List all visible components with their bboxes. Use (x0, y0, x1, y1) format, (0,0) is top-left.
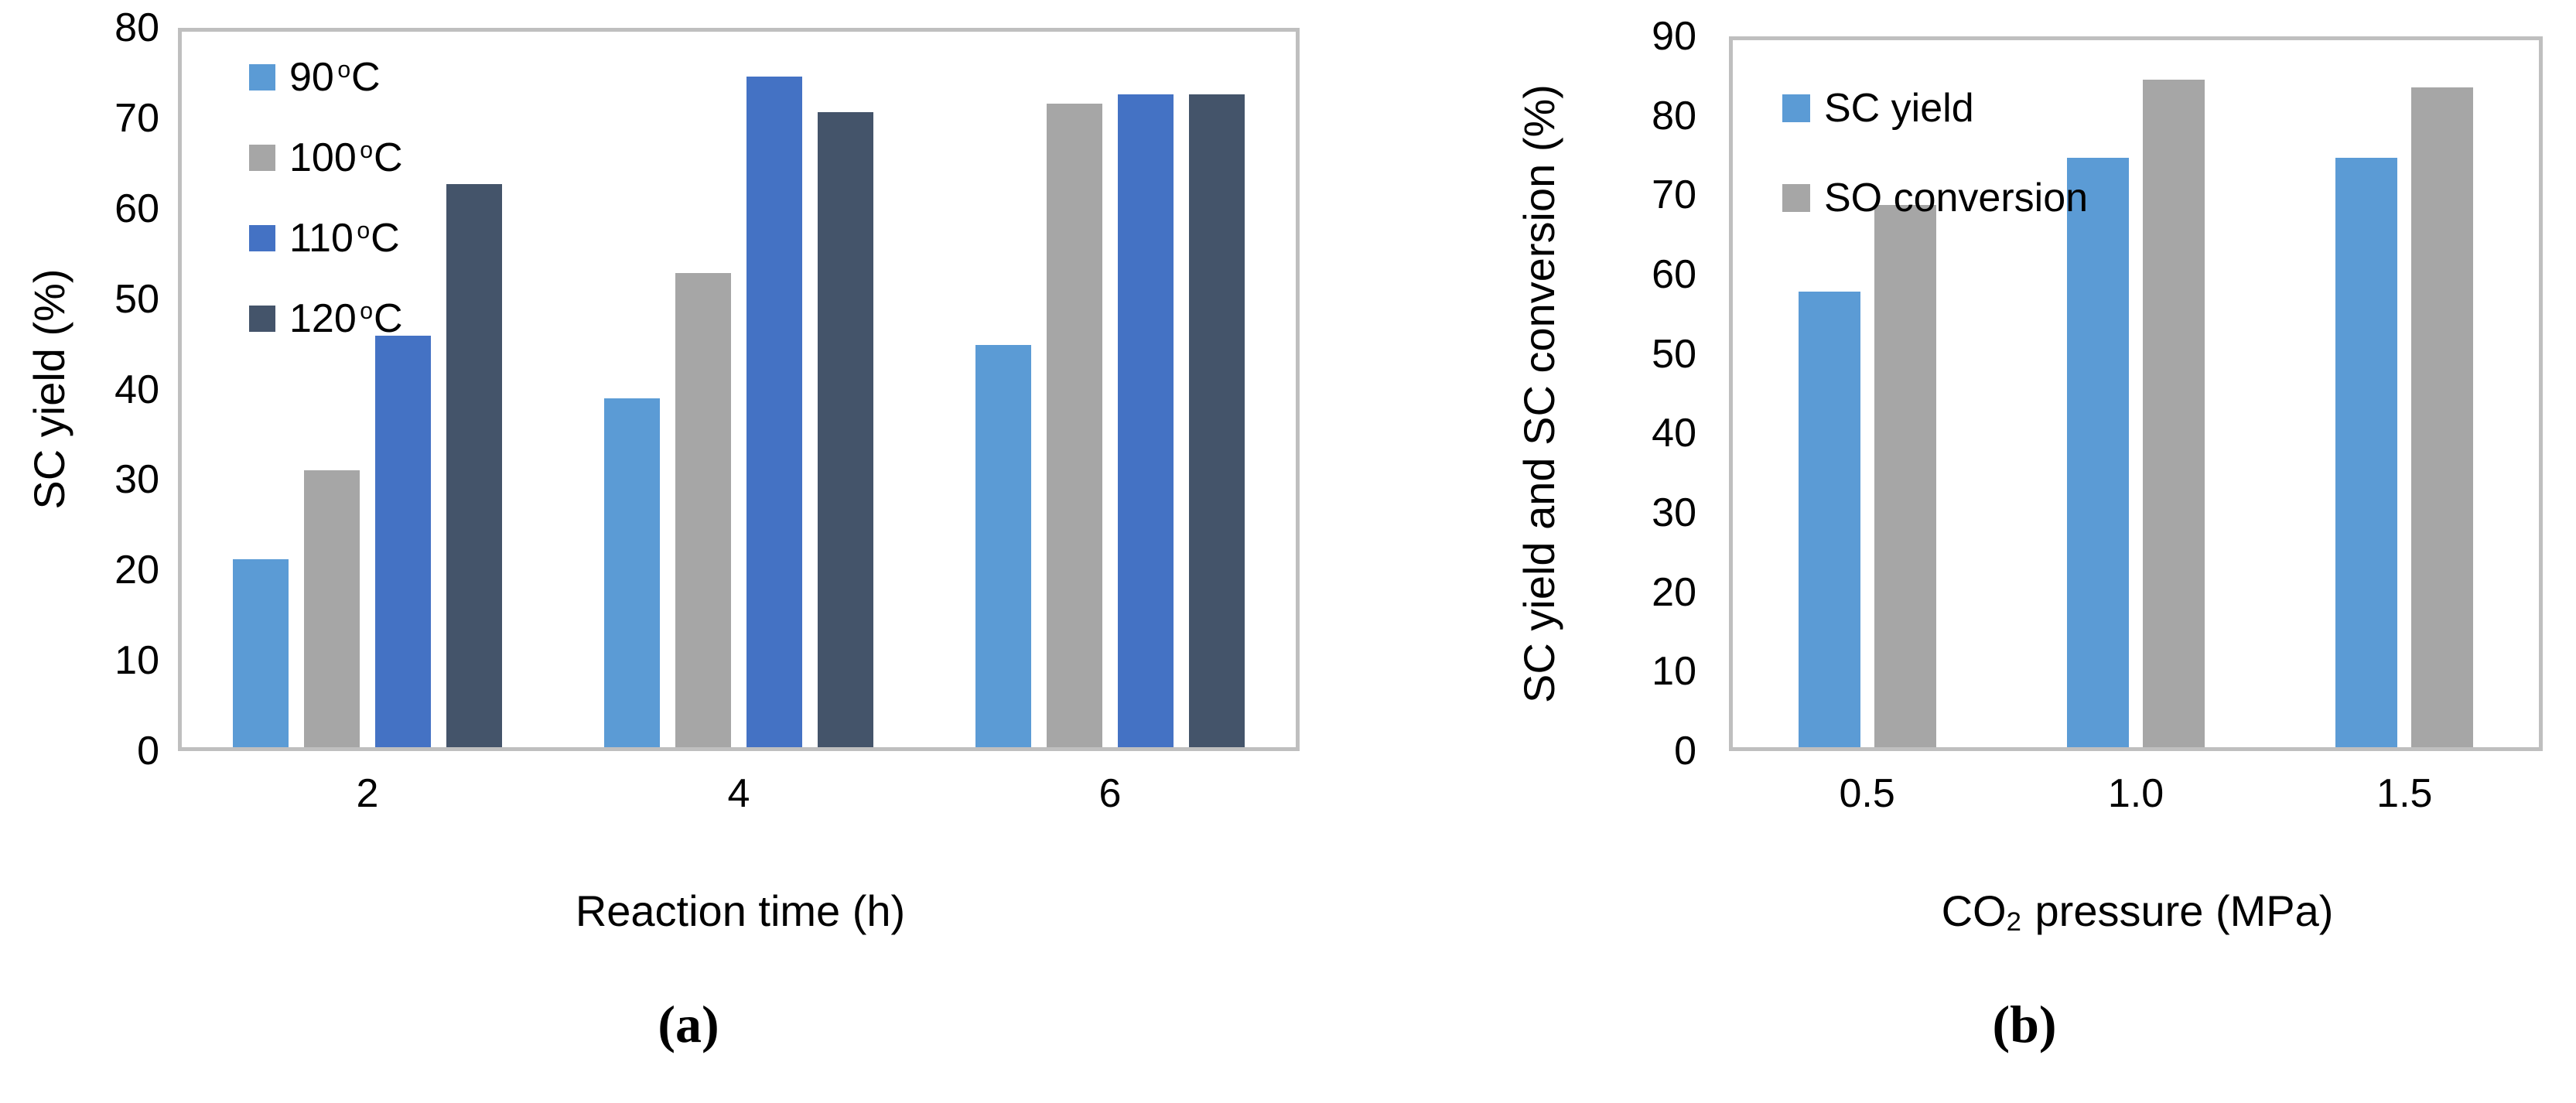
y-tick-label-a-60: 60 (114, 186, 159, 231)
legend-item-b-sc-yield: SC yield (1782, 88, 1974, 128)
bar-b-sc-yield-cat-0.5 (1798, 291, 1860, 747)
legend-label: 100 oC (289, 135, 403, 180)
legend-swatch-icon (249, 306, 275, 332)
y-tick-label-a-80: 80 (114, 5, 159, 50)
plot-area-a (178, 28, 1300, 751)
legend-label: SO conversion (1824, 176, 2089, 220)
x-axis-title-b: CO2 pressure (MPa) (1942, 890, 2334, 936)
bar-b-sc-yield-cat-1.0 (2067, 158, 2129, 747)
y-tick-label-b-60: 60 (1652, 252, 1696, 297)
legend-item-b-so-conversion: SO conversion (1782, 178, 2088, 218)
y-tick-label-b-80: 80 (1652, 93, 1696, 138)
y-tick-label-b-10: 10 (1652, 649, 1696, 695)
legend-item-a-100: 100 oC (249, 138, 403, 178)
legend-swatch-icon (249, 145, 275, 171)
x-tick-label-a-4: 4 (727, 771, 750, 816)
x-tick-label-b-1.5: 1.5 (2376, 771, 2433, 816)
bar-a-120-cat-2 (446, 183, 502, 747)
y-tick-label-a-10: 10 (114, 638, 159, 684)
x-tick-label-a-6: 6 (1098, 771, 1122, 816)
bar-a-120-cat-4 (818, 112, 873, 747)
y-tick-label-a-70: 70 (114, 95, 159, 141)
legend-label: 120 oC (289, 296, 403, 341)
legend-label: 90 oC (289, 55, 381, 100)
y-tick-label-b-50: 50 (1652, 331, 1696, 377)
x-tick-label-b-0.5: 0.5 (1839, 771, 1895, 816)
bar-a-100-cat-6 (1047, 103, 1102, 747)
y-tick-label-b-20: 20 (1652, 569, 1696, 615)
x-axis-title-b-subscript: 2 (2006, 907, 2021, 937)
x-axis-title-a: Reaction time (h) (575, 886, 906, 935)
legend-label: 110 oC (289, 216, 400, 261)
legend-label: SC yield (1824, 86, 1974, 131)
y-tick-label-b-70: 70 (1652, 172, 1696, 218)
bar-a-110-cat-2 (375, 336, 431, 747)
y-tick-label-a-30: 30 (114, 457, 159, 503)
bar-a-90-cat-4 (604, 398, 660, 747)
caption-a: (a) (658, 995, 719, 1053)
y-tick-label-a-0: 0 (137, 729, 159, 773)
bar-b-so-conversion-cat-0.5 (1874, 205, 1936, 747)
y-tick-label-a-20: 20 (114, 548, 159, 593)
bar-a-90-cat-2 (233, 559, 289, 747)
y-tick-label-b-40: 40 (1652, 411, 1696, 456)
bar-a-120-cat-6 (1189, 94, 1245, 747)
x-axis-title-b-text: CO (1941, 886, 2007, 935)
legend-item-a-90: 90 oC (249, 57, 381, 97)
y-tick-label-b-90: 90 (1652, 14, 1696, 59)
bar-a-110-cat-6 (1118, 94, 1174, 747)
bar-b-sc-yield-cat-1.5 (2335, 158, 2398, 747)
bar-a-100-cat-2 (304, 470, 360, 747)
legend-swatch-icon (1782, 184, 1810, 212)
legend-item-a-110: 110 oC (249, 218, 400, 258)
x-tick-label-a-2: 2 (356, 771, 379, 816)
legend-swatch-icon (1782, 94, 1810, 122)
bar-b-so-conversion-cat-1.5 (2411, 87, 2474, 747)
bar-a-110-cat-4 (746, 76, 802, 747)
x-axis-title-b-after: pressure (MPa) (2022, 886, 2334, 935)
x-tick-label-b-1.0: 1.0 (2107, 771, 2164, 816)
legend-swatch-icon (249, 64, 275, 90)
legend-swatch-icon (249, 225, 275, 251)
y-tick-label-b-30: 30 (1652, 490, 1696, 535)
caption-b: (b) (1992, 995, 2057, 1053)
bar-b-so-conversion-cat-1.0 (2143, 79, 2205, 747)
y-tick-label-a-50: 50 (114, 276, 159, 322)
y-tick-label-a-40: 40 (114, 367, 159, 412)
plot-area-b (1729, 36, 2543, 751)
bar-a-100-cat-4 (675, 273, 731, 747)
y-tick-label-b-0: 0 (1674, 729, 1696, 773)
legend-item-a-120: 120 oC (249, 299, 403, 339)
bar-a-90-cat-6 (975, 344, 1031, 747)
